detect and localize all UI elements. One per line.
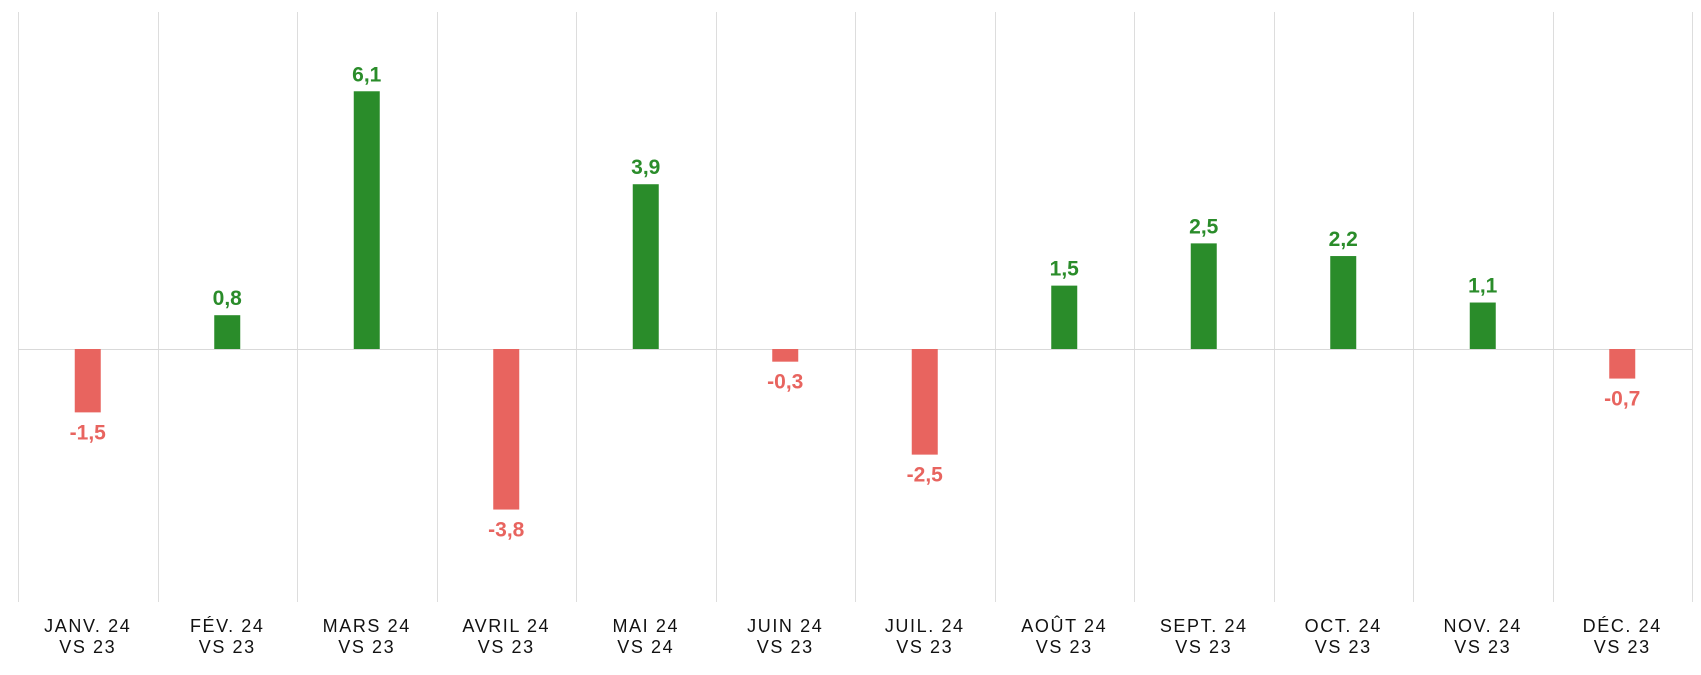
bar <box>74 349 101 413</box>
x-tick-label: VS 23 <box>59 637 116 657</box>
x-tick-label: VS 23 <box>1454 637 1511 657</box>
data-label: 0,8 <box>213 287 243 310</box>
data-label: 2,2 <box>1329 228 1358 251</box>
bar <box>1609 349 1636 379</box>
x-tick-label: VS 23 <box>338 637 395 657</box>
data-label: -0,7 <box>1604 388 1640 411</box>
x-tick-label: JANV. 24 <box>44 616 131 636</box>
bar <box>1330 256 1357 349</box>
bar <box>214 315 241 349</box>
x-tick-label: MAI 24 <box>612 616 679 636</box>
x-tick-label: VS 23 <box>199 637 256 657</box>
x-tick-label: DÉC. 24 <box>1583 616 1662 636</box>
x-tick-label: VS 23 <box>478 637 535 657</box>
data-label: 1,5 <box>1050 258 1080 281</box>
data-label: 6,1 <box>352 63 382 86</box>
x-tick-label: VS 23 <box>1036 637 1093 657</box>
data-label: -3,8 <box>488 519 525 542</box>
bar <box>911 349 938 455</box>
data-label: -0,3 <box>767 371 803 394</box>
x-tick-label: AVRIL 24 <box>462 616 550 636</box>
x-tick-label: VS 23 <box>896 637 953 657</box>
x-tick-label: SEPT. 24 <box>1160 616 1248 636</box>
x-tick-label: VS 23 <box>1175 637 1232 657</box>
x-tick-label: OCT. 24 <box>1305 616 1382 636</box>
x-tick-label: VS 23 <box>1315 637 1372 657</box>
data-label: 1,1 <box>1468 275 1498 298</box>
bar <box>632 184 659 349</box>
data-label: -1,5 <box>70 421 107 444</box>
x-tick-label: VS 24 <box>617 637 674 657</box>
x-tick-label: VS 23 <box>757 637 814 657</box>
data-label: 2,5 <box>1189 215 1219 238</box>
x-tick-label: NOV. 24 <box>1443 616 1522 636</box>
data-label: -2,5 <box>907 464 944 487</box>
x-tick-label: MARS 24 <box>323 616 411 636</box>
bar <box>1190 243 1217 349</box>
bar <box>772 349 799 362</box>
bar <box>1469 302 1496 349</box>
bar <box>1051 285 1078 349</box>
x-tick-label: FÉV. 24 <box>190 616 265 636</box>
x-tick-label: VS 23 <box>1594 637 1651 657</box>
data-label: 3,9 <box>631 156 660 179</box>
x-tick-label: AOÛT 24 <box>1021 615 1107 636</box>
bar <box>353 91 380 350</box>
bar <box>493 349 520 510</box>
x-tick-label: JUIN 24 <box>747 616 823 636</box>
x-tick-label: JUIL. 24 <box>885 616 965 636</box>
